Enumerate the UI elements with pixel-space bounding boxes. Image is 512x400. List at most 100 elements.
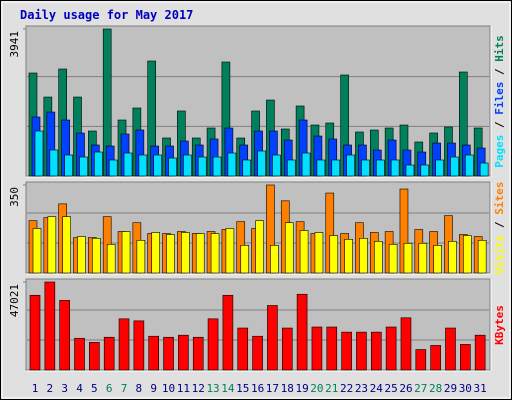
bar <box>168 157 177 177</box>
legend-separator: / <box>493 115 506 135</box>
bar <box>79 156 88 177</box>
bar <box>465 154 474 177</box>
x-tick-label: 27 <box>414 382 427 395</box>
x-tick-label: 7 <box>121 382 128 395</box>
x-tick-label: 25 <box>385 382 398 395</box>
bar <box>225 228 235 274</box>
x-tick-label: 23 <box>355 382 368 395</box>
bar <box>108 159 118 177</box>
bar <box>331 159 341 177</box>
bar <box>284 222 294 274</box>
bar <box>418 243 428 274</box>
bar <box>237 327 249 371</box>
x-tick-label: 10 <box>162 382 175 395</box>
legend-entry: KBytes <box>493 305 506 345</box>
bar <box>138 154 148 177</box>
bar <box>227 152 237 177</box>
bar <box>212 156 222 177</box>
legend-entry: Sites <box>493 182 506 215</box>
legend-entry: Hits <box>493 35 506 62</box>
legend-separator: / <box>493 62 506 82</box>
bar <box>361 159 370 177</box>
bar <box>183 154 192 177</box>
bar <box>373 241 383 274</box>
x-tick-label: 22 <box>340 382 353 395</box>
bar <box>49 149 59 177</box>
bar <box>474 334 486 371</box>
bar <box>148 335 160 371</box>
bar <box>133 320 145 371</box>
bar <box>62 216 71 274</box>
bar <box>242 159 252 177</box>
x-tick-label: 26 <box>399 382 412 395</box>
x-tick-label: 3 <box>61 382 68 395</box>
bar <box>94 151 103 177</box>
bar <box>255 220 264 274</box>
bar <box>326 326 338 371</box>
bar <box>195 233 205 274</box>
bar <box>286 159 296 177</box>
bar <box>47 216 57 274</box>
bar <box>44 281 56 371</box>
bar <box>267 305 278 371</box>
y-tick-label: 3941 <box>8 31 21 58</box>
bar <box>252 335 263 371</box>
bar <box>316 159 326 177</box>
bar <box>136 240 146 274</box>
bar <box>103 336 115 371</box>
x-tick-label: 9 <box>150 382 157 395</box>
bar <box>272 154 281 177</box>
bar <box>435 159 444 177</box>
x-tick-label: 18 <box>281 382 294 395</box>
bar <box>445 327 456 371</box>
bar <box>121 231 131 274</box>
bar <box>197 156 207 177</box>
bar <box>356 331 367 371</box>
bar <box>89 342 100 371</box>
legend-separator: / <box>493 215 506 235</box>
bar <box>151 232 161 274</box>
bar <box>477 240 487 274</box>
legend: KBytes <box>493 305 506 345</box>
bar <box>460 344 471 371</box>
bar <box>359 238 368 274</box>
bar <box>388 244 398 274</box>
bar <box>375 159 385 177</box>
legend: Pages / Files / Hits <box>493 35 506 168</box>
x-tick-label: 19 <box>295 382 308 395</box>
x-tick-label: 4 <box>76 382 83 395</box>
bar <box>448 241 457 274</box>
bar <box>296 293 308 371</box>
legend: Visits / Sites <box>493 182 506 275</box>
bar <box>450 156 459 177</box>
bar <box>240 245 250 274</box>
x-tick-label: 17 <box>266 382 279 395</box>
bar <box>118 318 130 371</box>
x-tick-label: 28 <box>429 382 442 395</box>
bar <box>207 318 219 371</box>
bar <box>123 152 133 177</box>
bar <box>106 244 116 274</box>
x-tick-label: 8 <box>136 382 143 395</box>
bar <box>32 228 42 274</box>
bar <box>74 337 85 371</box>
bar <box>400 317 412 371</box>
bar <box>370 331 382 371</box>
bar <box>270 245 279 274</box>
legend-entry: Visits <box>493 235 506 275</box>
y-tick-label: 47021 <box>8 284 21 317</box>
bar <box>341 331 352 371</box>
bar <box>257 150 266 177</box>
bar <box>178 334 189 371</box>
bar <box>222 294 234 371</box>
legend-entry: Pages <box>493 135 506 168</box>
bar <box>405 164 415 177</box>
chart-title: Daily usage for May 2017 <box>20 8 193 22</box>
x-tick-label: 5 <box>91 382 98 395</box>
x-tick-label: 6 <box>106 382 113 395</box>
bar <box>390 159 400 177</box>
x-tick-label: 31 <box>474 382 487 395</box>
bar <box>344 239 353 274</box>
x-tick-label: 13 <box>206 382 219 395</box>
bar <box>77 236 86 274</box>
